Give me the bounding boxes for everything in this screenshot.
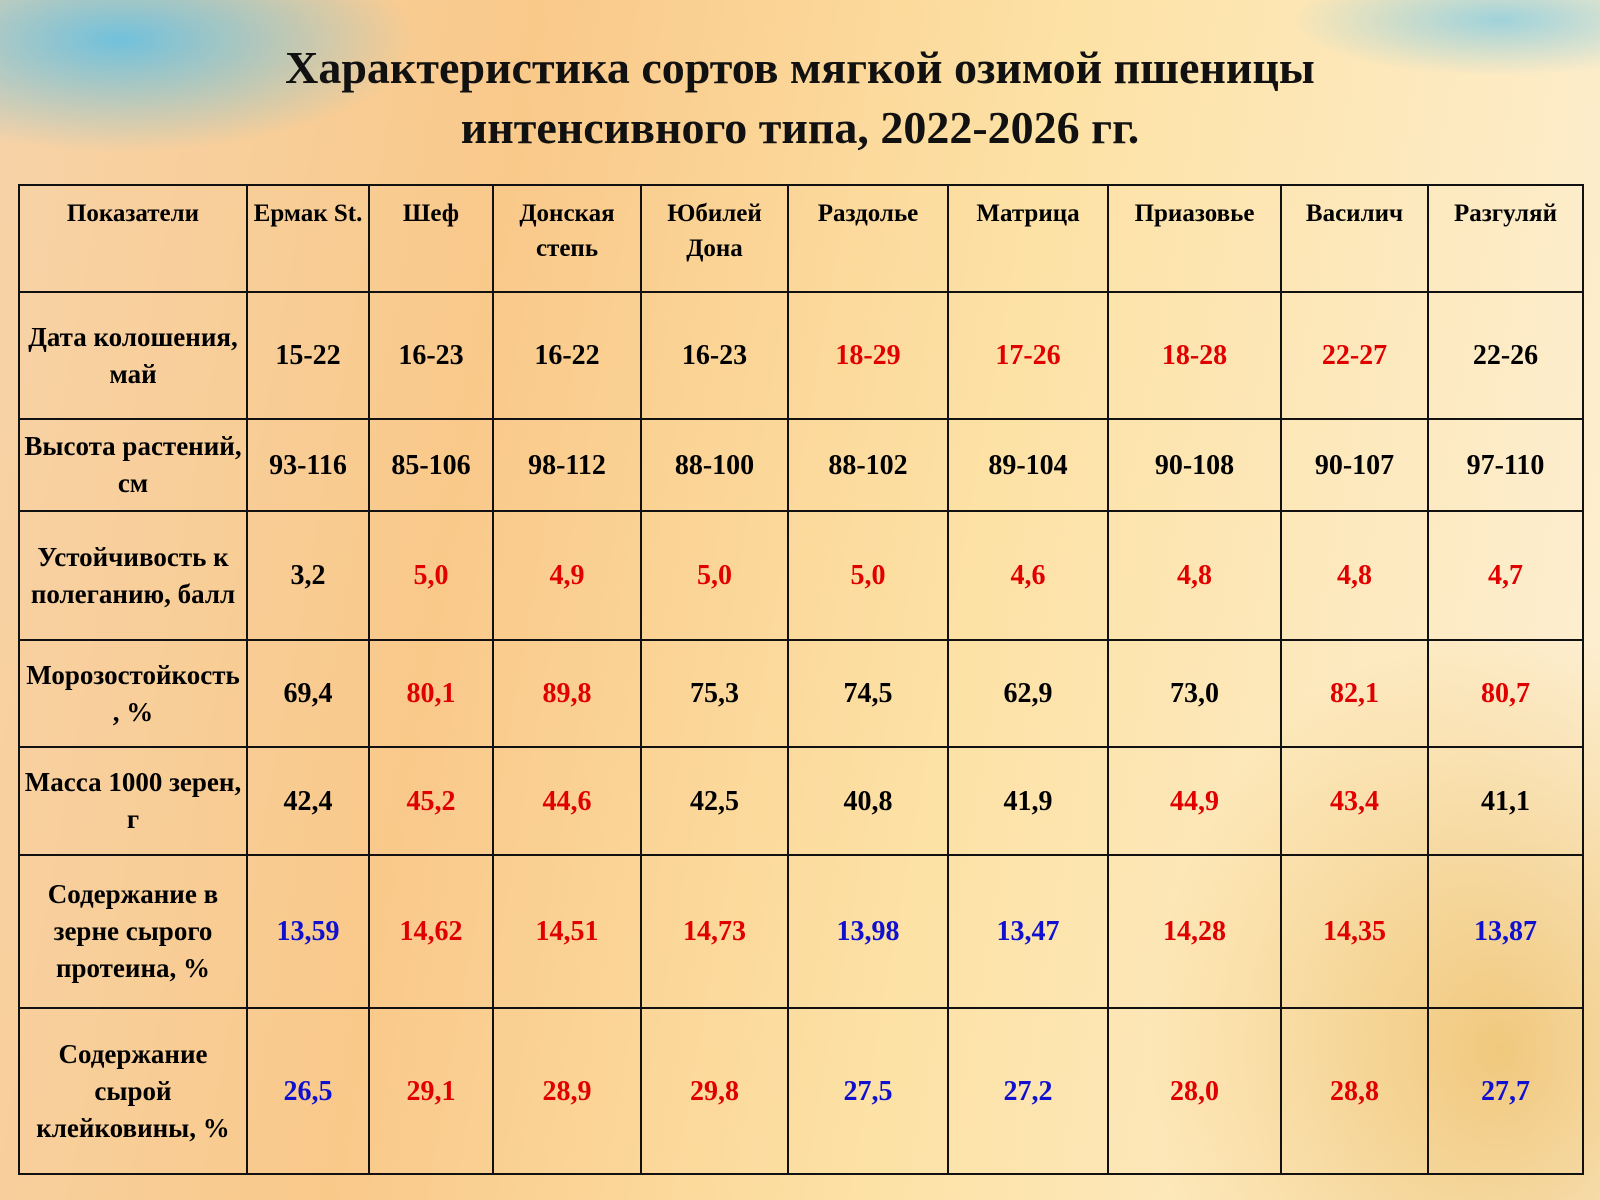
table-cell: 28,9 [492, 1007, 642, 1175]
table-cell: 14,35 [1280, 854, 1429, 1009]
table-cell: 69,4 [246, 639, 370, 748]
table-cell: 28,0 [1107, 1007, 1282, 1175]
table-cell: 5,0 [368, 510, 494, 641]
table-cell: 4,7 [1427, 510, 1584, 641]
table-cell: 18-28 [1107, 291, 1282, 420]
table-row: Содержание сырой клейковины, % 26,5 29,1 28… [18, 1007, 1584, 1175]
table-row: Высота растений, см 93-116 85-106 98-112 88-… [18, 418, 1584, 512]
table-cell: 5,0 [787, 510, 949, 641]
row-label: Содержание в зерне сырого протеина, % [18, 854, 248, 1009]
row-label: Морозостойкость, % [18, 639, 248, 748]
table-cell: 16-23 [368, 291, 494, 420]
table-row: Морозостойкость, % 69,4 80,1 89,8 75,3 74,5 62… [18, 639, 1584, 748]
table-row: Дата колошения, май 15-22 16-23 16-22 16-23 1… [18, 291, 1584, 420]
table-cell: 89,8 [492, 639, 642, 748]
table-cell: 97-110 [1427, 418, 1584, 512]
table-cell: 73,0 [1107, 639, 1282, 748]
table-cell: 28,8 [1280, 1007, 1429, 1175]
row-label: Устойчивость к полеганию, балл [18, 510, 248, 641]
table-cell: 18-29 [787, 291, 949, 420]
table-cell: 98-112 [492, 418, 642, 512]
table-cell: 88-100 [640, 418, 789, 512]
header-cell: Матрица [947, 184, 1109, 293]
table-cell: 80,1 [368, 639, 494, 748]
table-cell: 14,73 [640, 854, 789, 1009]
row-label: Высота растений, см [18, 418, 248, 512]
table-cell: 27,7 [1427, 1007, 1584, 1175]
table-cell: 17-26 [947, 291, 1109, 420]
table-cell: 14,62 [368, 854, 494, 1009]
header-cell: Приазовье [1107, 184, 1282, 293]
table-cell: 22-27 [1280, 291, 1429, 420]
table-row: Содержание в зерне сырого протеина, % 13,… [18, 854, 1584, 1009]
table-cell: 3,2 [246, 510, 370, 641]
row-label: Содержание сырой клейковины, % [18, 1007, 248, 1175]
header-cell: Ермак St. [246, 184, 370, 293]
table-cell: 89-104 [947, 418, 1109, 512]
table-row: Устойчивость к полеганию, балл 3,2 5,0 4,9 5… [18, 510, 1584, 641]
table-cell: 13,59 [246, 854, 370, 1009]
table-cell: 82,1 [1280, 639, 1429, 748]
table-cell: 45,2 [368, 746, 494, 856]
table-cell: 15-22 [246, 291, 370, 420]
table-cell: 13,87 [1427, 854, 1584, 1009]
title-line: Характеристика сортов мягкой озимой пшен… [285, 42, 1315, 93]
header-cell: Донская степь [492, 184, 642, 293]
table-cell: 44,9 [1107, 746, 1282, 856]
title: Характеристика сортов мягкой озимой пшен… [0, 38, 1600, 158]
table-cell: 14,51 [492, 854, 642, 1009]
table-cell: 4,8 [1280, 510, 1429, 641]
table-cell: 27,5 [787, 1007, 949, 1175]
header-cell: Раздолье [787, 184, 949, 293]
table-cell: 93-116 [246, 418, 370, 512]
table-cell: 16-22 [492, 291, 642, 420]
table-cell: 13,47 [947, 854, 1109, 1009]
table-cell: 42,5 [640, 746, 789, 856]
header-row: Показатели Ермак St. Шеф Донская степь Юбиле… [18, 184, 1584, 293]
header-cell: Показатели [18, 184, 248, 293]
table-cell: 29,8 [640, 1007, 789, 1175]
table-cell: 29,1 [368, 1007, 494, 1175]
table-cell: 80,7 [1427, 639, 1584, 748]
table-cell: 4,8 [1107, 510, 1282, 641]
table-cell: 75,3 [640, 639, 789, 748]
header-cell: Василич [1280, 184, 1429, 293]
table-cell: 88-102 [787, 418, 949, 512]
table-cell: 43,4 [1280, 746, 1429, 856]
header-cell: Юбилей Дона [640, 184, 789, 293]
table-cell: 90-108 [1107, 418, 1282, 512]
header-cell: Разгуляй [1427, 184, 1584, 293]
table-cell: 4,9 [492, 510, 642, 641]
table-cell: 44,6 [492, 746, 642, 856]
table-cell: 41,9 [947, 746, 1109, 856]
table-row: Масса 1000 зерен, г 42,4 45,2 44,6 42,5 40,8 4… [18, 746, 1584, 856]
table: Показатели Ермак St. Шеф Донская степь Юбиле… [18, 184, 1584, 1175]
table-cell: 27,2 [947, 1007, 1109, 1175]
table-cell: 40,8 [787, 746, 949, 856]
table-cell: 62,9 [947, 639, 1109, 748]
title-line: интенсивного типа, 2022-2026 гг. [460, 102, 1140, 153]
table-cell: 74,5 [787, 639, 949, 748]
table-cell: 26,5 [246, 1007, 370, 1175]
table-cell: 22-26 [1427, 291, 1584, 420]
table-cell: 4,6 [947, 510, 1109, 641]
table-cell: 13,98 [787, 854, 949, 1009]
table-cell: 14,28 [1107, 854, 1282, 1009]
table-cell: 90-107 [1280, 418, 1429, 512]
table-cell: 42,4 [246, 746, 370, 856]
table-cell: 16-23 [640, 291, 789, 420]
row-label: Масса 1000 зерен, г [18, 746, 248, 856]
row-label: Дата колошения, май [18, 291, 248, 420]
table-cell: 85-106 [368, 418, 494, 512]
table-cell: 5,0 [640, 510, 789, 641]
table-cell: 41,1 [1427, 746, 1584, 856]
header-cell: Шеф [368, 184, 494, 293]
